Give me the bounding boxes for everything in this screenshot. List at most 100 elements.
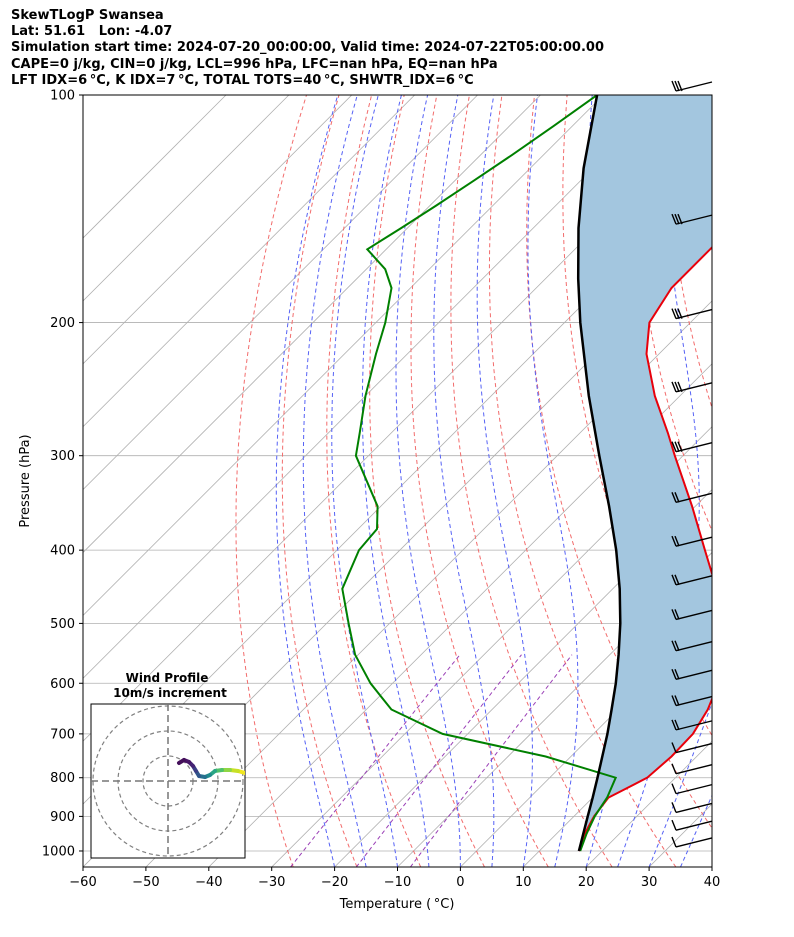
wind-barb-feather: [674, 441, 680, 452]
dry-adiabat: [450, 95, 613, 867]
wind-barb-feather: [674, 719, 680, 731]
hodograph-subtitle: 10m/s increment: [113, 686, 227, 700]
wind-barb-feather: [677, 381, 683, 393]
isotherm-line: [83, 95, 541, 554]
moist-adiabat: [527, 95, 579, 867]
moist-adiabat: [648, 701, 712, 867]
y-tick-label: 1000: [42, 844, 75, 859]
y-tick-label: 600: [50, 677, 75, 692]
wind-barb-feather: [674, 535, 680, 547]
x-tick-label: −30: [258, 875, 285, 890]
isotherm-line: [460, 614, 712, 867]
axes: −60 −50 −40 −30 −20 −10 0 10 20 30 40 100 200 300 400 5…: [42, 89, 720, 891]
moist-adiabat: [395, 95, 461, 867]
wind-barb: [675, 536, 713, 547]
x-tick-label: 30: [641, 875, 658, 890]
isotherm-line: [83, 95, 227, 239]
moist-adiabat: [476, 95, 533, 867]
isotherm-line: [83, 95, 353, 365]
dry-adiabat: [488, 95, 677, 867]
wind-barb-feather: [671, 213, 677, 225]
wind-barb: [675, 669, 713, 680]
wind-barb-feather: [671, 763, 677, 774]
wind-barb-feather: [674, 213, 680, 225]
isotherm-line: [208, 363, 712, 867]
wind-barb: [675, 783, 713, 795]
wind-barb-feather: [671, 441, 677, 452]
wind-barb-feather: [677, 308, 683, 319]
isotherm-line: [83, 95, 667, 679]
wind-barb-feather: [674, 574, 680, 586]
y-tick-label: 500: [50, 617, 75, 632]
index-line: LFT IDX=6 °C, K IDX=7 °C, TOTAL TOTS=40 …: [11, 72, 474, 88]
dry-adiabat: [369, 95, 485, 867]
wind-barb-feather: [671, 836, 677, 848]
wind-barb-feather: [674, 695, 680, 706]
wind-barb-feather: [671, 492, 677, 503]
isotherm-line: [83, 95, 604, 616]
moist-adiabat: [711, 865, 712, 867]
wind-barbs: [671, 80, 713, 848]
x-tick-label: 0: [456, 875, 464, 890]
isotherm-line: [397, 551, 712, 867]
isotherm-line: [271, 426, 712, 867]
dry-adiabat: [631, 95, 712, 532]
x-tick-label: −10: [384, 875, 411, 890]
moist-adiabat: [433, 95, 495, 867]
chart-header: SkewTLogP Swansea Lat: 51.61 Lon: -4.07 …: [11, 8, 604, 89]
wind-barb: [675, 720, 713, 731]
wind-barb-feather: [671, 640, 677, 651]
moist-adiabat: [275, 95, 339, 867]
dry-adiabat: [326, 95, 422, 867]
x-tick-label: 20: [578, 875, 595, 890]
wind-barb: [675, 764, 713, 775]
profile-lines: [341, 95, 712, 852]
x-axis-label: Temperature ( °C): [339, 897, 455, 912]
isotherm-line: [83, 95, 478, 491]
hodograph-trace-segment: [177, 758, 186, 765]
dry-adiabat: [281, 95, 358, 867]
temperature-profile-line: [577, 245, 712, 852]
wind-barb-feather: [674, 609, 680, 620]
isotherm-line: [83, 95, 290, 302]
wind-barb-feather: [671, 669, 677, 680]
x-tick-label: −20: [321, 875, 348, 890]
dewpoint-profile-line: [341, 95, 618, 852]
mixing-ratio-line: [290, 654, 461, 867]
wind-barb-feather: [671, 574, 677, 586]
wind-barb-feather: [671, 742, 677, 753]
wind-barb-feather: [674, 381, 680, 393]
wind-barb-feather: [671, 80, 677, 92]
mixing-ratio-line: [355, 654, 522, 867]
wind-barb-feather: [674, 308, 680, 319]
wind-barb-feather: [674, 80, 680, 92]
parcel-profile-line: [576, 95, 622, 852]
isotherm-line: [145, 300, 712, 867]
dry-adiabat: [526, 95, 712, 829]
wind-barb: [675, 609, 713, 621]
chart-title: SkewTLogP Swansea: [11, 8, 164, 23]
y-tick-label: 100: [50, 89, 75, 104]
y-axis-label: Pressure (hPa): [18, 434, 33, 527]
cape-shading: [578, 95, 712, 851]
wind-barb: [675, 695, 713, 707]
dry-adiabat: [235, 95, 307, 867]
x-tick-label: −50: [132, 875, 159, 890]
y-tick-label: 400: [50, 544, 75, 559]
wind-barb-feather: [674, 640, 680, 651]
mixing-ratio-line: [409, 654, 573, 867]
x-tick-label: 40: [704, 875, 721, 890]
stability-line: CAPE=0 j/kg, CIN=0 j/kg, LCL=996 hPa, LF…: [11, 56, 498, 72]
wind-barb: [675, 802, 713, 814]
y-tick-label: 800: [50, 771, 75, 786]
wind-barb-feather: [671, 535, 677, 547]
wind-barb-feather: [671, 802, 677, 813]
x-tick-label: −60: [69, 875, 96, 890]
hodograph-inset: Wind Profile 10m/s increment: [90, 671, 246, 859]
wind-barb-feather: [671, 609, 677, 620]
wind-barb-feather: [671, 308, 677, 319]
x-tick-label: 10: [515, 875, 532, 890]
wind-barb-feather: [671, 695, 677, 706]
wind-barb-feather: [671, 381, 677, 393]
